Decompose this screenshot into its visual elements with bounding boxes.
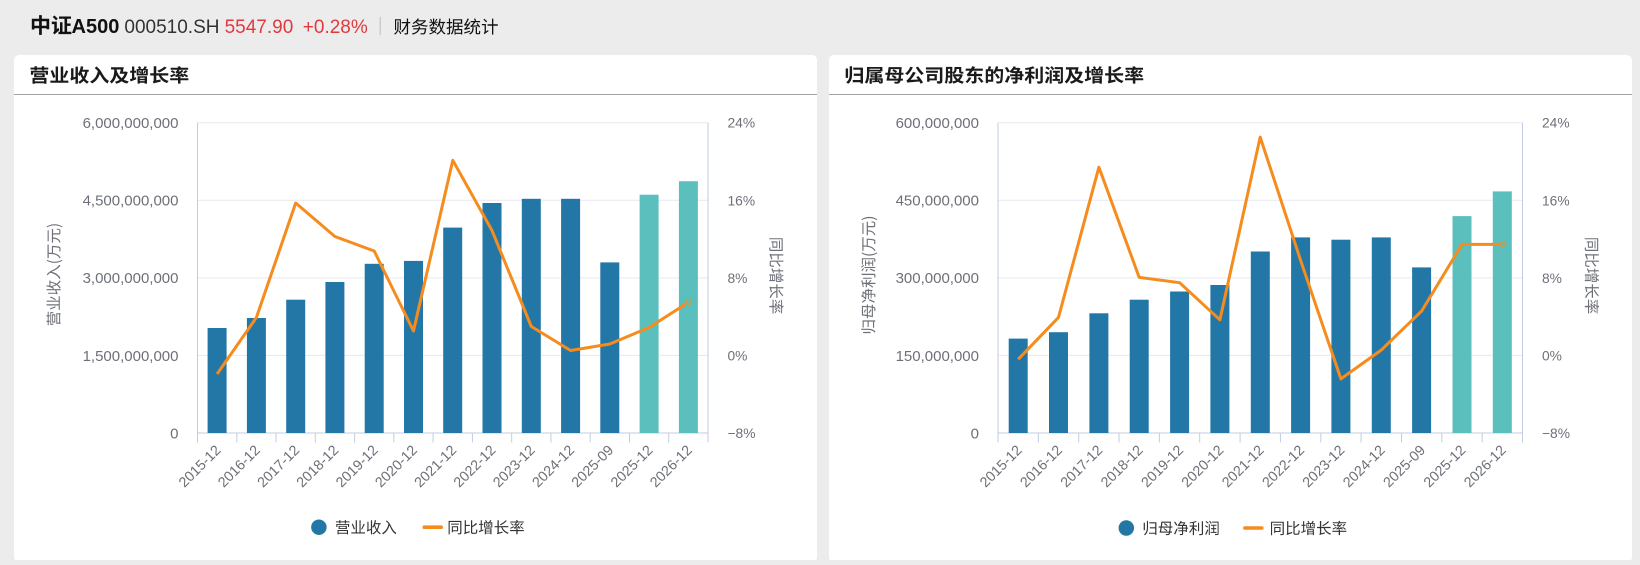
svg-text:24%: 24%: [728, 116, 756, 131]
svg-text:6,000,000,000: 6,000,000,000: [83, 115, 179, 132]
svg-text:+0.28%: +0.28%: [303, 17, 368, 38]
svg-text:16%: 16%: [1542, 193, 1570, 208]
svg-text:16%: 16%: [728, 193, 756, 208]
svg-text:0%: 0%: [728, 348, 748, 363]
svg-text:0%: 0%: [1542, 348, 1562, 363]
svg-text:4,500,000,000: 4,500,000,000: [83, 193, 179, 210]
svg-text:8%: 8%: [728, 271, 748, 286]
svg-text:3,000,000,000: 3,000,000,000: [83, 270, 179, 287]
svg-text:−8%: −8%: [1542, 426, 1570, 441]
svg-text:300,000,000: 300,000,000: [896, 270, 979, 287]
svg-text:450,000,000: 450,000,000: [896, 193, 979, 210]
svg-text:A500: A500: [72, 16, 120, 38]
svg-text:0: 0: [170, 425, 178, 442]
svg-text:24%: 24%: [1542, 116, 1570, 131]
svg-text:8%: 8%: [1542, 271, 1562, 286]
svg-text:−8%: −8%: [728, 426, 756, 441]
svg-text:1,500,000,000: 1,500,000,000: [83, 348, 179, 365]
svg-text:5547.90: 5547.90: [225, 17, 294, 38]
svg-text:0: 0: [971, 425, 979, 442]
svg-text:150,000,000: 150,000,000: [896, 348, 979, 365]
svg-text:600,000,000: 600,000,000: [896, 115, 979, 132]
svg-text:000510.SH: 000510.SH: [124, 17, 219, 38]
